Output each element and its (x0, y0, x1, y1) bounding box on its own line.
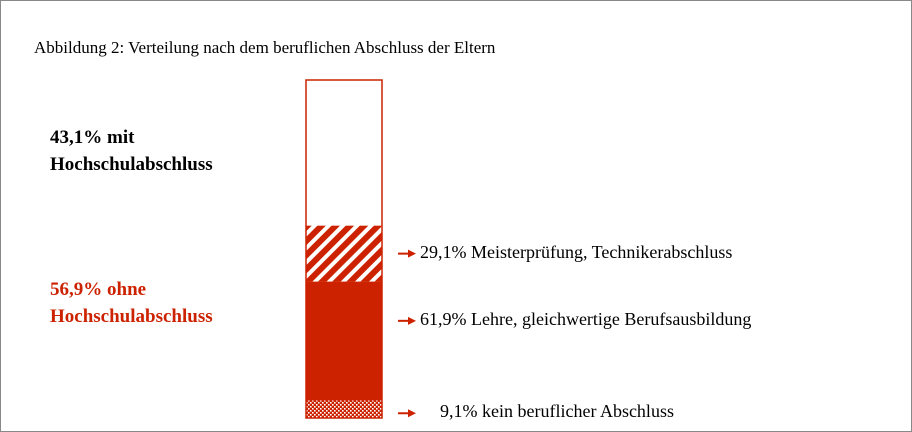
group-label: 56,9% ohne Hochschulabschluss (50, 278, 213, 327)
bar-segment (306, 80, 382, 226)
segment-label: 9,1% kein beruflicher Abschluss (440, 401, 674, 422)
segment-label: 29,1% Meisterprüfung, Technikerabschluss (420, 241, 733, 262)
arrow-head (408, 316, 416, 325)
bar-outline (305, 79, 383, 419)
bar-segment (306, 225, 382, 282)
arrow-head (408, 249, 416, 258)
bar-segment (306, 400, 382, 418)
chart-title: Abbildung 2: Verteilung nach dem berufli… (34, 38, 496, 57)
segment-label: 61,9% Lehre, gleichwertige Berufsausbild… (420, 308, 752, 329)
bar-segment (306, 281, 382, 401)
group-label: 43,1% mit Hochschulabschluss (50, 126, 213, 175)
arrow-head (408, 409, 416, 418)
